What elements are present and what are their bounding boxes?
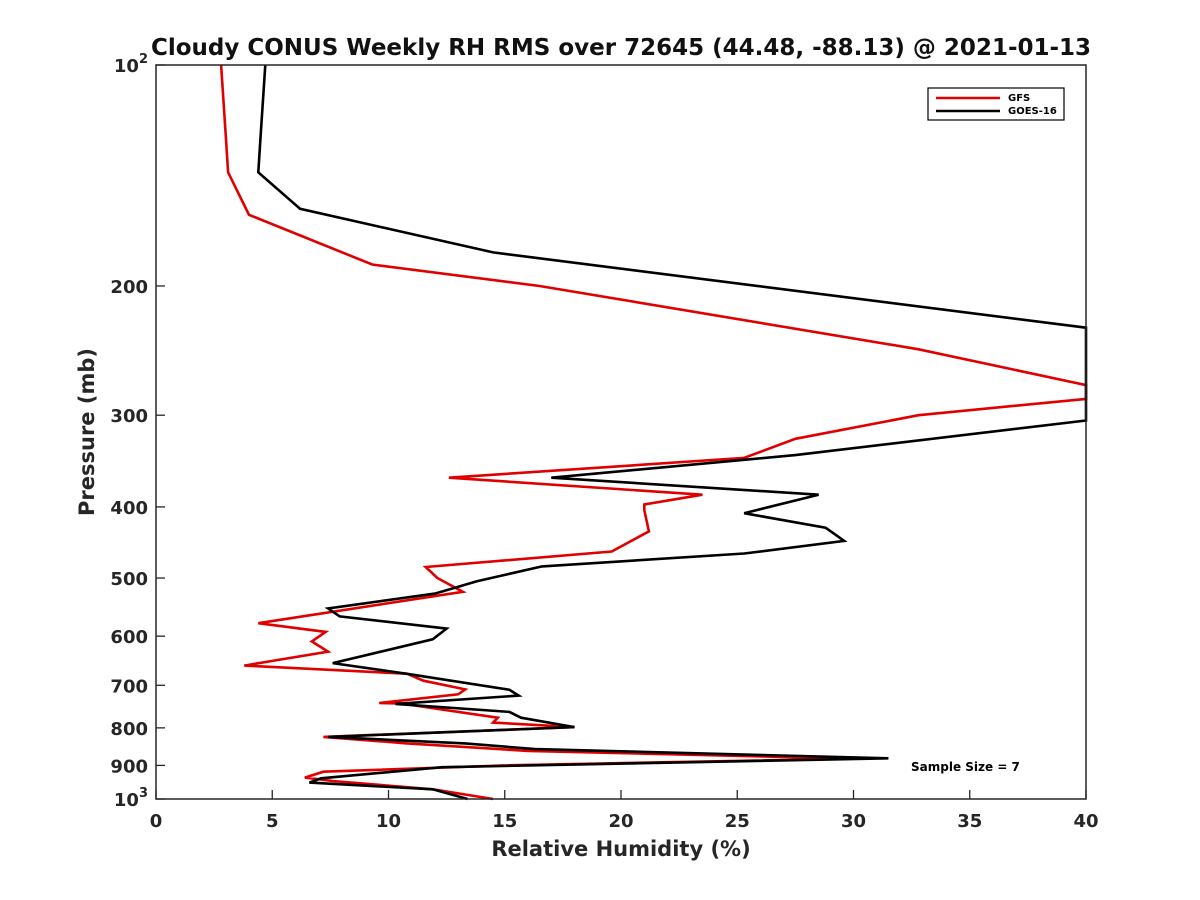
y-tick-label: 700 [110,676,148,697]
x-tick-label: 20 [608,811,633,832]
y-axis-label: Pressure (mb) [75,348,99,516]
y-tick-label: 200 [110,277,148,298]
chart-title: Cloudy CONUS Weekly RH RMS over 72645 (4… [151,35,1091,61]
x-axis: 0 5 10 15 20 25 30 35 40 [150,790,1099,832]
x-tick-label: 30 [841,811,866,832]
legend-label-gfs: GFS [1008,93,1030,104]
y-axis: 102 200 300 400 500 600 700 800 900 103 [110,52,165,811]
y-tick-label: 800 [110,719,148,740]
x-tick-label: 0 [150,811,163,832]
legend: GFS GOES-16 [927,87,1065,121]
legend-box [927,87,1065,121]
x-tick-label: 40 [1073,811,1098,832]
y-tick-label: 400 [110,498,148,519]
series-line-goes16 [256,64,1088,801]
y-tick-label: 600 [110,627,148,648]
y-tick-label: 300 [110,406,148,427]
y-tick-label: 102 [114,52,148,77]
y-tick-label: 900 [110,756,148,777]
series-layer [219,64,1088,801]
legend-label-goes16: GOES-16 [1008,106,1057,117]
x-tick-label: 35 [957,811,982,832]
x-tick-label: 5 [266,811,279,832]
x-tick-label: 15 [492,811,517,832]
sample-size-annotation: Sample Size = 7 [911,760,1020,774]
x-tick-label: 25 [725,811,750,832]
x-axis-label: Relative Humidity (%) [491,837,750,861]
plot-area-frame [155,64,1087,800]
y-tick-label: 103 [114,786,148,811]
x-tick-label: 10 [376,811,401,832]
y-tick-label: 500 [110,569,148,590]
series-line-gfs [219,64,1088,801]
